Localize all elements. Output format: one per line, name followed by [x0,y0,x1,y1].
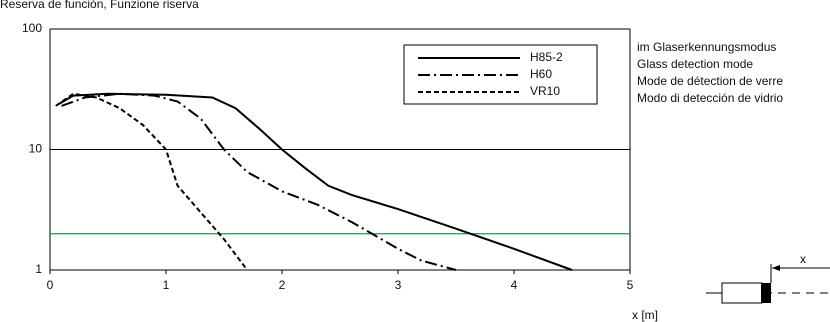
chart-title: Reserva de función, Funzione riserva [0,0,199,11]
annotation: im Glaserkennungsmodus [637,40,776,54]
x-tick-label: 2 [279,278,286,292]
sensor-diagram: x [706,252,830,304]
y-tick-label: 1 [35,262,42,276]
legend-label: H85-2 [530,50,563,64]
annotation: Modo di detección de vidrio [637,91,783,105]
y-tick-label: 10 [29,142,43,156]
legend-label: H60 [530,67,552,81]
dimension-label: x [800,252,806,266]
dimension-arrow [772,265,780,271]
x-tick-label: 5 [627,278,634,292]
sensor-body [721,282,763,304]
sensor-lens [761,283,771,303]
x-tick-label: 3 [395,278,402,292]
x-tick-label: 4 [511,278,518,292]
y-tick-label: 100 [22,21,42,35]
series-line [61,92,457,271]
x-tick-label: 1 [163,278,170,292]
x-axis-label: x [m] [632,308,658,322]
x-tick-label: 0 [47,278,54,292]
series-line [55,92,248,271]
legend-label: VR10 [530,84,560,98]
annotation: Mode de détection de verre [637,74,783,88]
annotation: Glass detection mode [637,57,753,71]
